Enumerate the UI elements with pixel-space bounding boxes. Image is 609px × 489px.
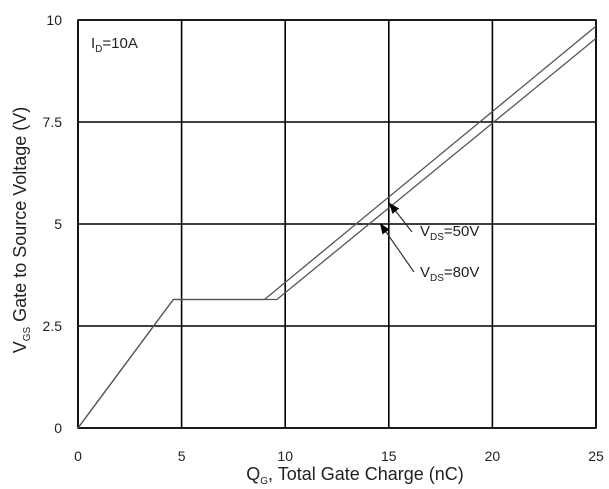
grid	[77, 19, 597, 429]
y-tick-label-2: 5	[54, 216, 62, 232]
tick-labels: 0 5 10 15 20 25 0 2.5 5 7.5 10	[43, 12, 604, 464]
test-condition-label: ID=10A	[91, 35, 138, 55]
y-axis-title: VGS Gate to Source Voltage (V)	[10, 107, 33, 354]
x-axis-title: QG, Total Gate Charge (nC)	[246, 464, 464, 487]
y-tick-label-3: 7.5	[43, 114, 63, 130]
x-tick-label-3: 15	[381, 448, 397, 464]
x-tick-label-4: 20	[485, 448, 501, 464]
y-tick-label-0: 0	[54, 420, 62, 436]
series-label-vds=50v: VDS=50V	[420, 223, 479, 243]
x-tick-label-2: 10	[277, 448, 293, 464]
y-tick-label-4: 10	[46, 12, 62, 28]
series-line-vds=50v	[77, 25, 597, 429]
series-line-vds=80v	[77, 37, 597, 429]
x-tick-label-0: 0	[74, 448, 82, 464]
y-tick-label-1: 2.5	[43, 318, 63, 334]
curves	[77, 25, 597, 429]
annotations: VDS=50V VDS=80V	[379, 202, 479, 284]
plot-frame	[77, 19, 597, 429]
series-label-vds=80v: VDS=80V	[420, 264, 479, 284]
x-tick-label-5: 25	[588, 448, 604, 464]
x-tick-label-1: 5	[178, 448, 186, 464]
annotation-arrow-1	[379, 223, 415, 273]
annotation-arrow-0	[389, 202, 413, 233]
